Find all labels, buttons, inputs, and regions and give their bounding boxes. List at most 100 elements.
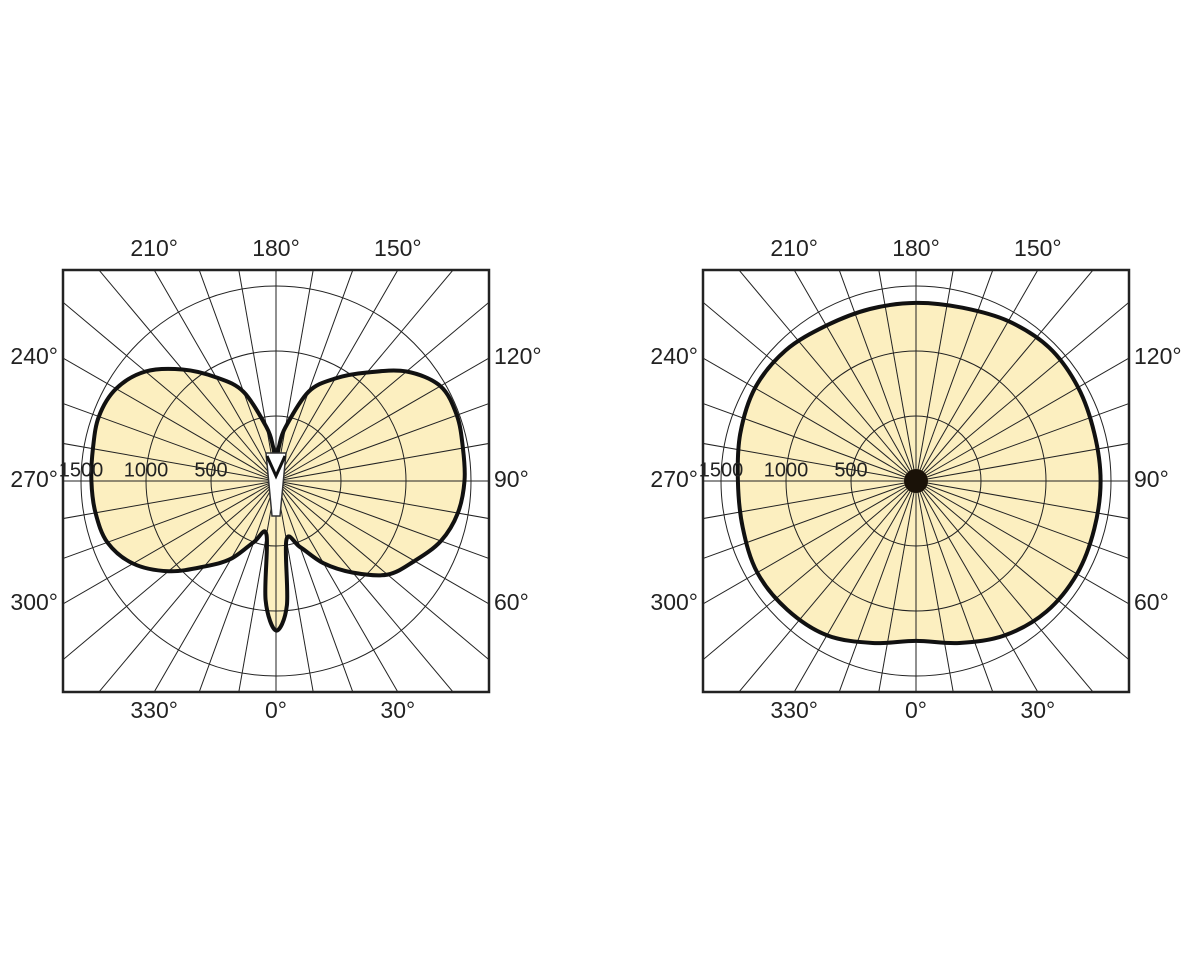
spoke <box>703 357 917 482</box>
grid-circle <box>80 285 472 677</box>
spoke <box>738 480 917 692</box>
angle-tick-label: 210° <box>130 235 178 261</box>
angle-tick-label: 90° <box>1134 466 1169 492</box>
grid-circle <box>210 415 342 547</box>
spoke <box>238 270 277 482</box>
angle-tick-label: 0° <box>905 697 927 723</box>
grid-circle <box>850 415 982 547</box>
r-tick-label: 500 <box>194 459 227 481</box>
r-tick-label: 500 <box>834 459 867 481</box>
spoke <box>275 270 314 482</box>
polar-plot <box>63 270 489 692</box>
angle-tick-label: 240° <box>10 343 58 369</box>
spoke <box>703 301 917 482</box>
spoke <box>915 270 994 482</box>
spoke <box>915 270 1094 482</box>
spoke <box>878 480 917 692</box>
angle-tick-label: 270° <box>650 466 698 492</box>
spoke <box>915 480 994 692</box>
spoke <box>915 480 954 692</box>
spoke <box>915 480 1129 520</box>
angle-tick-label: 120° <box>1134 343 1182 369</box>
spoke <box>275 270 454 482</box>
spoke <box>63 480 277 520</box>
spoke <box>838 270 917 482</box>
spoke <box>275 480 454 692</box>
angle-tick-label: 210° <box>770 235 818 261</box>
angle-tick-label: 300° <box>650 589 698 615</box>
grid-circle <box>145 350 407 612</box>
spoke <box>915 270 954 482</box>
spoke <box>63 357 277 482</box>
angle-tick-label: 60° <box>1134 589 1169 615</box>
spoke <box>275 270 354 482</box>
spoke <box>238 480 277 692</box>
spoke <box>275 480 399 692</box>
spoke <box>63 301 277 482</box>
lamp-v <box>265 455 287 480</box>
spoke <box>915 442 1129 482</box>
spoke <box>915 480 1039 692</box>
angle-tick-label: 30° <box>380 697 415 723</box>
lamp-icon <box>265 452 287 517</box>
frame <box>701 268 1131 694</box>
spoke <box>915 480 1094 692</box>
spoke <box>915 357 1129 482</box>
grid-circle <box>720 285 1112 677</box>
spoke <box>793 480 917 692</box>
spoke <box>275 270 399 482</box>
spoke <box>63 442 277 482</box>
spoke <box>153 270 277 482</box>
r-tick-label: 1500 <box>699 459 744 481</box>
center-dot <box>904 469 928 493</box>
spoke <box>915 402 1129 482</box>
spoke <box>703 480 917 605</box>
angle-tick-label: 30° <box>1020 697 1055 723</box>
spoke <box>915 480 1129 560</box>
angle-tick-label: 270° <box>10 466 58 492</box>
spoke <box>915 301 1129 482</box>
spoke <box>198 270 277 482</box>
spoke <box>703 442 917 482</box>
spoke <box>275 301 489 482</box>
angle-tick-label: 120° <box>494 343 542 369</box>
spoke <box>275 442 489 482</box>
frame <box>61 268 491 694</box>
spoke <box>838 480 917 692</box>
spoke <box>738 270 917 482</box>
angle-tick-label: 300° <box>10 589 58 615</box>
spoke <box>275 480 489 560</box>
spoke <box>915 480 1129 605</box>
r-tick-label: 1500 <box>59 459 104 481</box>
angle-tick-label: 330° <box>770 697 818 723</box>
r-tick-label: 1000 <box>124 459 169 481</box>
spoke <box>275 357 489 482</box>
spoke <box>915 270 1039 482</box>
angle-tick-label: 0° <box>265 697 287 723</box>
angle-tick-label: 90° <box>494 466 529 492</box>
intensity-outline <box>735 300 1103 646</box>
angle-tick-label: 240° <box>650 343 698 369</box>
spoke <box>275 480 489 605</box>
spoke <box>63 480 277 560</box>
spoke <box>703 480 917 661</box>
spoke <box>915 480 1129 661</box>
angle-tick-label: 150° <box>1014 235 1062 261</box>
r-tick-label: 1000 <box>764 459 809 481</box>
angle-tick-label: 60° <box>494 589 529 615</box>
polar-plot <box>703 270 1129 692</box>
spoke <box>275 480 489 661</box>
spoke <box>703 480 917 560</box>
spoke <box>98 480 277 692</box>
spoke <box>153 480 277 692</box>
grid-circle <box>785 350 1047 612</box>
angle-tick-label: 330° <box>130 697 178 723</box>
spoke <box>63 402 277 482</box>
angle-tick-label: 180° <box>252 235 300 261</box>
spoke <box>878 270 917 482</box>
spoke <box>703 402 917 482</box>
angle-tick-label: 180° <box>892 235 940 261</box>
spoke <box>63 480 277 661</box>
angle-tick-label: 150° <box>374 235 422 261</box>
